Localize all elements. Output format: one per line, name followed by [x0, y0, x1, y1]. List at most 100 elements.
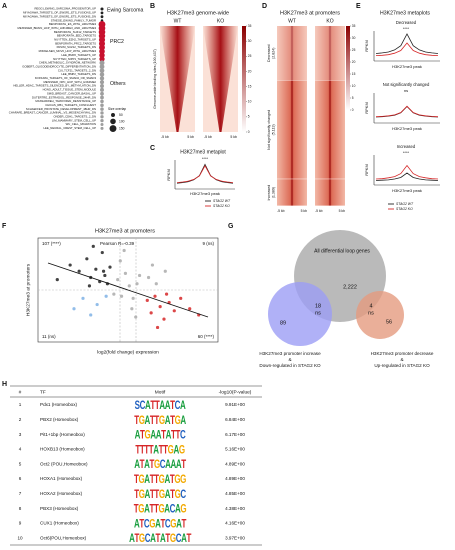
p-value: 3.97E+00	[225, 535, 245, 540]
point	[130, 307, 134, 311]
dot	[100, 111, 104, 115]
group-label: Others	[110, 81, 126, 87]
gene-set-name: BENPORATH_SUZ12_TARGETS	[54, 30, 96, 34]
group-label: PRC2	[110, 39, 124, 45]
point	[112, 292, 116, 296]
colorbar-tick-label: 20	[248, 69, 252, 73]
row-index: 5	[19, 461, 22, 466]
panel-letter: C	[150, 145, 155, 152]
profile-line	[176, 164, 234, 184]
gene-set-name: HONG_ADULT_TISSUE_STEM_MODULE	[43, 88, 97, 92]
gene-set-name: LEE_BMP2_TARGETS_UP	[62, 53, 97, 57]
gene-set-name: REGGI_EWING_SARCOMA_PROGENITOR_UP	[35, 7, 97, 11]
plot-title: Increased	[397, 144, 416, 149]
dot	[99, 60, 105, 66]
gene-set-name: MASSARWEH_TAMOXIFEN_RESISTANCE_UP	[35, 99, 96, 103]
colorbar-tick-label: 25	[248, 54, 252, 58]
motif-logo: TGATTGATGA	[134, 414, 186, 427]
gene-set-name: MEISSNER_BRAIN_HCP_WITH_H3K4ME3_AND_H3K2…	[18, 26, 97, 30]
p-value: 6.84E+00	[225, 417, 245, 422]
tf-name: Oct2 (POU,Homeobox)	[40, 461, 88, 466]
region-count: 89	[280, 320, 286, 326]
point	[119, 294, 124, 298]
p-value: 6.17E+00	[225, 432, 245, 437]
point	[108, 265, 112, 269]
region-count: ns	[368, 310, 374, 316]
x-tick-label: 5 kb	[301, 209, 308, 213]
panel-title: H3K27me3 genome-wide	[167, 10, 229, 16]
point	[116, 278, 120, 282]
motif-logo: ATGAATATTC	[135, 429, 187, 442]
row-index: 10	[17, 535, 23, 540]
column-label: KO	[217, 18, 224, 24]
heatmap-section	[277, 179, 307, 206]
row-index: 1	[19, 402, 22, 407]
venn-circle	[268, 282, 332, 346]
legend-dot	[111, 113, 115, 117]
point	[172, 309, 176, 313]
gene-set-name: KOINUMA_TARGETS_OF_SMAD2_OR_SMAD3	[35, 76, 97, 80]
heatmap-section	[315, 179, 345, 206]
y-axis-label: RPKM	[166, 169, 171, 181]
x-axis-label: H3K27me3 peak	[392, 64, 422, 69]
heatmap-section	[315, 26, 345, 81]
gene-set-name: WU_CELL_MIGRATION	[66, 122, 96, 126]
column-header: #	[19, 389, 22, 395]
point	[127, 284, 131, 288]
row-index: 9	[19, 521, 22, 526]
point	[162, 317, 166, 321]
motif-logo: ATATGCAAAT	[134, 458, 187, 471]
panel-letter: D	[262, 3, 267, 10]
gene-set-name: SMID_BREAST_CANCER_BASAL_UP	[47, 91, 96, 95]
x-tick-label: -5 kb	[161, 135, 169, 139]
point	[100, 250, 104, 255]
point	[77, 269, 81, 273]
gene-set-name: MIYAGAWA_TARGETS_OF_EWSR1_ETS_FUSIONS_DN	[23, 14, 96, 18]
motif-logo: TGATTGATGC	[134, 488, 186, 501]
p-value: 5.16E+00	[225, 447, 245, 452]
dot	[99, 64, 105, 70]
point	[118, 259, 122, 263]
tf-name: PBX2 (Homeobox)	[40, 417, 79, 422]
row-index: 6	[19, 476, 22, 481]
region-count: ns	[315, 310, 321, 316]
legend-label: STAG2 WT	[213, 199, 231, 203]
panel-letter: H	[2, 381, 7, 388]
point	[94, 267, 98, 271]
dot	[100, 115, 104, 119]
x-axis-label: H3K27me3 peak	[190, 191, 220, 196]
set-label: Up-regulated in STAG2 KO	[374, 363, 430, 368]
x-tick-label: 5 kb	[230, 135, 237, 139]
dot	[99, 48, 105, 55]
set-label: H3K27me3 promoter decrease	[371, 351, 434, 356]
set-label: H3K27me3 promoter increase	[259, 351, 321, 356]
column-header: Motif	[155, 389, 166, 395]
point	[188, 307, 192, 311]
gene-set-name: DUTERTRE_ESTRADIOL_RESPONSE_24HR_DN	[32, 95, 96, 99]
dot	[99, 52, 105, 58]
point	[134, 315, 138, 319]
legend-label: STAG2 KO	[396, 207, 413, 211]
row-index: 3	[19, 432, 22, 437]
y-axis-label: Genome-wide binding sites (100,437)	[153, 49, 157, 109]
colorbar-tick-label: 0	[248, 130, 250, 134]
motif-logo: ATCGATCGAT	[134, 518, 187, 531]
dot	[100, 126, 104, 130]
dot	[99, 76, 105, 81]
p-value: 9.91E+00	[225, 402, 245, 407]
colorbar-tick-label: 35	[352, 24, 356, 28]
colorbar-tick-label: 5	[352, 96, 354, 100]
column-header: -log10(P-value)	[219, 389, 252, 395]
x-tick-label: -5 kb	[204, 135, 212, 139]
dot	[100, 95, 104, 100]
column-header: TF	[40, 389, 46, 395]
row-count: (2,824)	[271, 48, 275, 59]
x-axis-label: H3K27me3 peak	[392, 126, 422, 131]
row-label: Not significantly changed	[267, 110, 271, 150]
panel-title: H3K27me3 at promoters	[280, 10, 340, 16]
legend-label: 100	[119, 119, 125, 123]
p-value: 4.89E+00	[225, 461, 245, 466]
dot	[100, 87, 104, 92]
profile-line	[375, 33, 439, 54]
dot	[99, 56, 105, 62]
